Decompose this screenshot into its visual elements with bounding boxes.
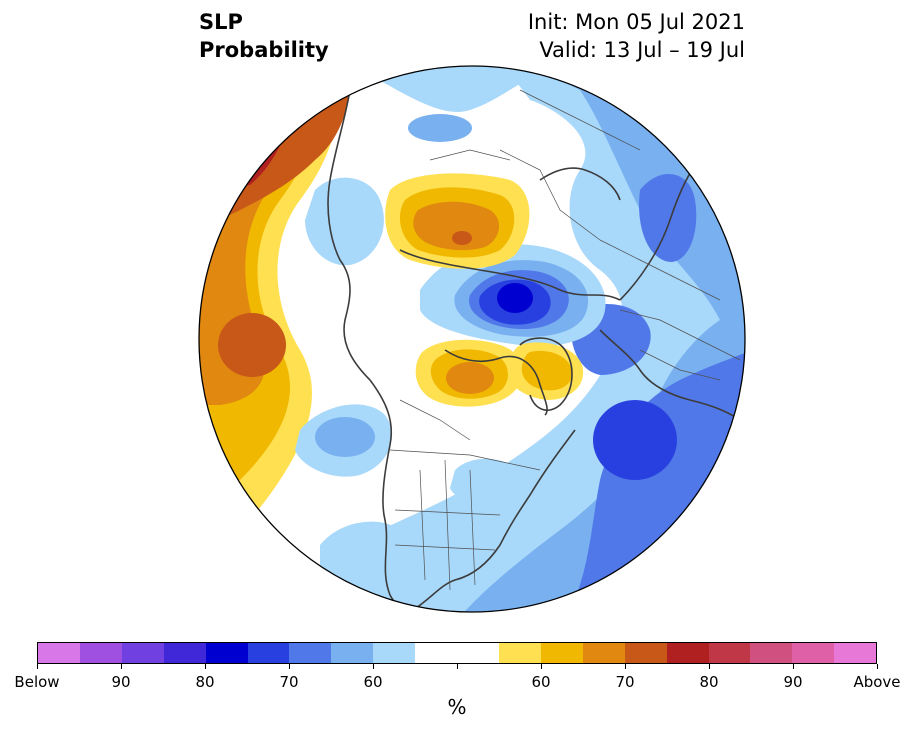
- coastline-eurasia-north: [399, 249, 621, 301]
- arctic-negative-anomaly: [420, 244, 606, 347]
- border-asia-1: [519, 89, 641, 151]
- title-variable: SLP: [199, 10, 243, 34]
- contour-orange-dark: [218, 313, 286, 377]
- colorbar-tick: [541, 664, 542, 669]
- colorbar-tick: [121, 664, 122, 669]
- siberia-light-blue: [305, 177, 384, 266]
- colorbar-segment: [205, 643, 248, 663]
- contour-gold-greenland: [521, 350, 573, 391]
- colorbar-tick: [793, 664, 794, 669]
- colorbar-segment: [708, 643, 751, 663]
- colorbar-segment: [163, 643, 206, 663]
- colorbar-segment: [415, 643, 458, 663]
- colorbar-tick-label: 80: [195, 673, 215, 691]
- colorbar-segment: [666, 643, 709, 663]
- border-state-4: [394, 509, 501, 516]
- pacific-nw-blue: [315, 417, 375, 457]
- contour-orange-siberia: [413, 201, 500, 251]
- border-state-3: [469, 469, 476, 586]
- border-state-5: [394, 544, 496, 551]
- coastline-europe: [599, 329, 741, 421]
- colorbar-tick-label: 70: [279, 673, 299, 691]
- scandinavia-blue: [639, 173, 697, 262]
- colorbar-tick: [457, 664, 458, 669]
- valid-range: Valid: 13 Jul – 19 Jul: [539, 38, 745, 62]
- forecast-dates: Init: Mon 05 Jul 2021 Valid: 13 Jul – 19…: [528, 8, 745, 64]
- map-title: SLP Probability: [199, 8, 329, 64]
- globe-outline: [198, 65, 746, 613]
- canada-positive-anomaly: [415, 339, 584, 407]
- colorbar-tick: [877, 664, 878, 669]
- colorbar-segment: [121, 643, 164, 663]
- colorbar-tick-label: 80: [699, 673, 719, 691]
- southwest-light-blue: [320, 521, 411, 612]
- hudson-light-blue: [450, 458, 524, 507]
- init-date: Init: Mon 05 Jul 2021: [527, 10, 745, 34]
- contour-orange-canada: [446, 362, 494, 394]
- probability-colorbar: [37, 642, 877, 664]
- colorbar-segment: [457, 643, 499, 663]
- coastline-siberia-north: [539, 167, 621, 201]
- border-state-2: [444, 459, 451, 591]
- colorbar-segment: [498, 643, 541, 663]
- coastline-asia-pacific: [327, 89, 371, 381]
- colorbar-segment: [79, 643, 122, 663]
- colorbar-segment: [38, 643, 80, 663]
- contour-arctic-deep: [497, 283, 533, 313]
- colorbar-segment: [289, 643, 332, 663]
- colorbar-segment: [582, 643, 625, 663]
- border-russia: [499, 149, 601, 241]
- map-disk: [199, 66, 745, 612]
- colorbar-tick-label: 60: [363, 673, 383, 691]
- colorbar-tick-label: 90: [783, 673, 803, 691]
- colorbar-segment: [792, 643, 835, 663]
- border-state-1: [419, 469, 426, 581]
- political-borders: [389, 89, 741, 591]
- colorbar-segment: [247, 643, 290, 663]
- arctic-blue-cell: [408, 114, 472, 142]
- colorbar-segment: [373, 643, 416, 663]
- contour-dark-blue: [593, 400, 677, 480]
- colorbar-tick: [709, 664, 710, 669]
- colorbar-tick: [37, 664, 38, 669]
- border-europe-3: [639, 349, 721, 381]
- colorbar-unit: %: [447, 695, 467, 719]
- title-product: Probability: [199, 38, 329, 62]
- colorbar-segment: [624, 643, 667, 663]
- coastline-greenland: [519, 337, 573, 411]
- border-asia-2: [429, 149, 511, 161]
- colorbar-tick: [289, 664, 290, 669]
- colorbar-segment: [834, 643, 877, 663]
- colorbar-segment: [331, 643, 374, 663]
- border-europe-2: [619, 309, 741, 361]
- colorbar-tick: [373, 664, 374, 669]
- probability-map: [198, 65, 746, 613]
- siberia-positive-anomaly: [385, 173, 530, 269]
- contour-orange-dark-siberia: [452, 231, 472, 245]
- colorbar-tick-label: Below: [14, 673, 60, 691]
- colorbar-tick-label: 60: [531, 673, 551, 691]
- colorbar-tick-label: Above: [853, 673, 901, 691]
- colorbar-tick: [625, 664, 626, 669]
- border-europe-1: [599, 239, 721, 301]
- colorbar-tick-label: 70: [615, 673, 635, 691]
- colorbar-tick-label: 90: [111, 673, 131, 691]
- border-canada-provinces: [399, 399, 471, 441]
- border-us-canada: [389, 449, 541, 471]
- coastline-canadian-arctic: [444, 349, 548, 416]
- colorbar-segment: [750, 643, 793, 663]
- colorbar-segment: [540, 643, 583, 663]
- colorbar-tick: [205, 664, 206, 669]
- coastline-north-america-east: [409, 429, 576, 612]
